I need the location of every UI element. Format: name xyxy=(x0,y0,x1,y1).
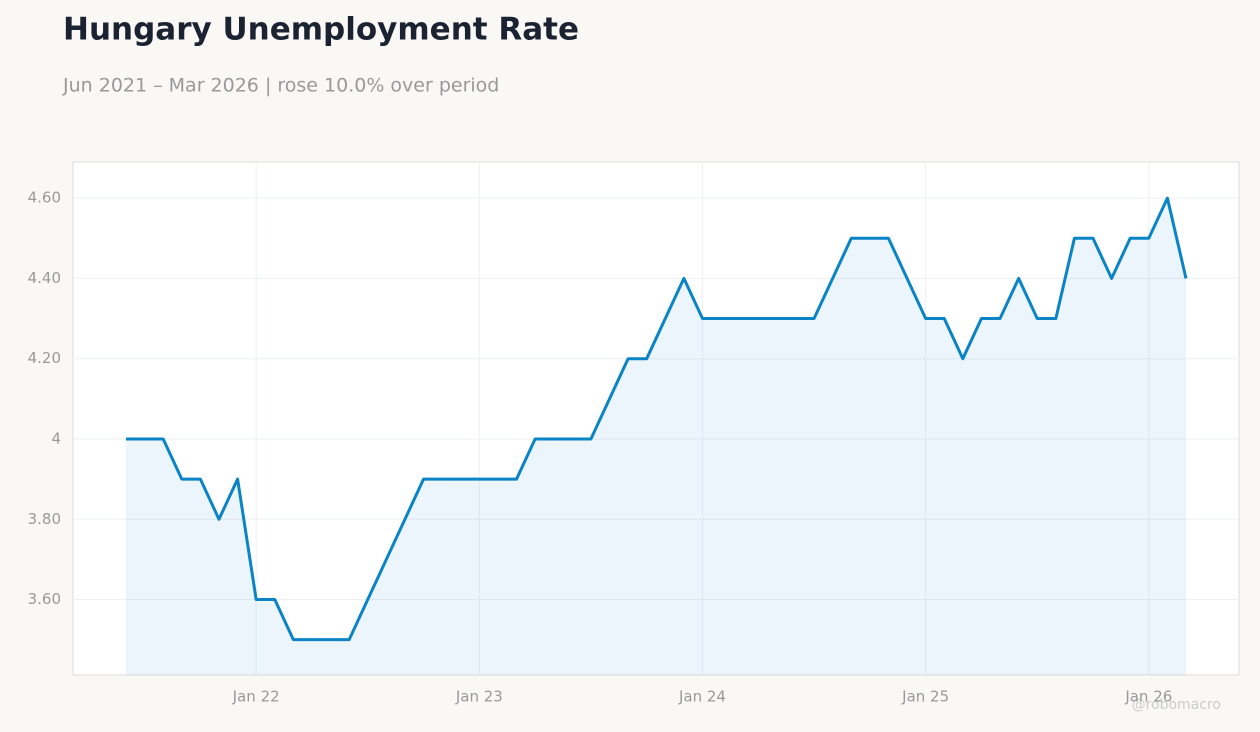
plot-area xyxy=(72,161,1240,676)
y-tick-label: 4.40 xyxy=(28,269,61,287)
y-tick-label: 4.20 xyxy=(28,349,61,367)
y-tick-label: 4.60 xyxy=(28,189,61,207)
x-tick-label: Jan 25 xyxy=(901,688,949,706)
line xyxy=(126,196,1188,642)
x-tick-label: Jan 24 xyxy=(678,688,726,706)
y-tick-label: 4 xyxy=(51,429,61,447)
watermark: @robomacro xyxy=(1132,697,1221,713)
chart-title: Hungary Unemployment Rate xyxy=(63,12,579,48)
chart-subtitle: Jun 2021 – Mar 2026 | rose 10.0% over pe… xyxy=(62,75,499,97)
x-tick-label: Jan 23 xyxy=(455,688,503,706)
x-tick-label: Jan 22 xyxy=(232,688,280,706)
area xyxy=(126,198,1186,675)
y-tick-label: 3.60 xyxy=(28,590,61,608)
x-tick-label: Jan 26 xyxy=(1124,688,1172,706)
y-tick-label: 3.80 xyxy=(28,510,61,528)
